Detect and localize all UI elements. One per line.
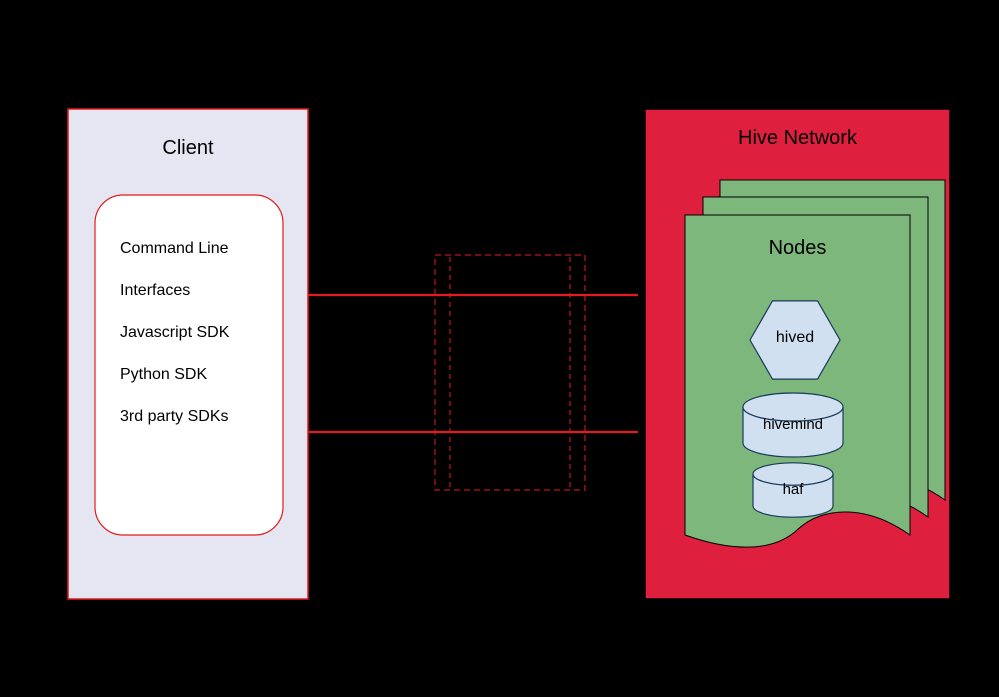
cylinder-label-1: haf — [753, 481, 833, 498]
client-item-1: Interfaces — [120, 282, 290, 300]
client-item-4: 3rd party SDKs — [120, 408, 290, 426]
hive-network-title: Hive Network — [645, 127, 950, 150]
diagram-canvas: Hive Network Nodes Client Command Line Inter… — [0, 0, 999, 697]
nodes-title: Nodes — [685, 237, 910, 260]
client-item-3: Python SDK — [120, 366, 290, 384]
diagram-svg — [0, 0, 999, 697]
query-label: Query — [313, 414, 433, 429]
transaction-label: Transaction — [313, 277, 433, 292]
client-item-0: Command Line — [120, 240, 290, 258]
client-item-2: Javascript SDK — [120, 324, 290, 342]
client-title: Client — [68, 137, 308, 160]
hived-label: hived — [745, 329, 845, 347]
api-label: JSON-RPC API — [435, 351, 585, 393]
cylinder-label-0: hivemind — [743, 416, 843, 433]
